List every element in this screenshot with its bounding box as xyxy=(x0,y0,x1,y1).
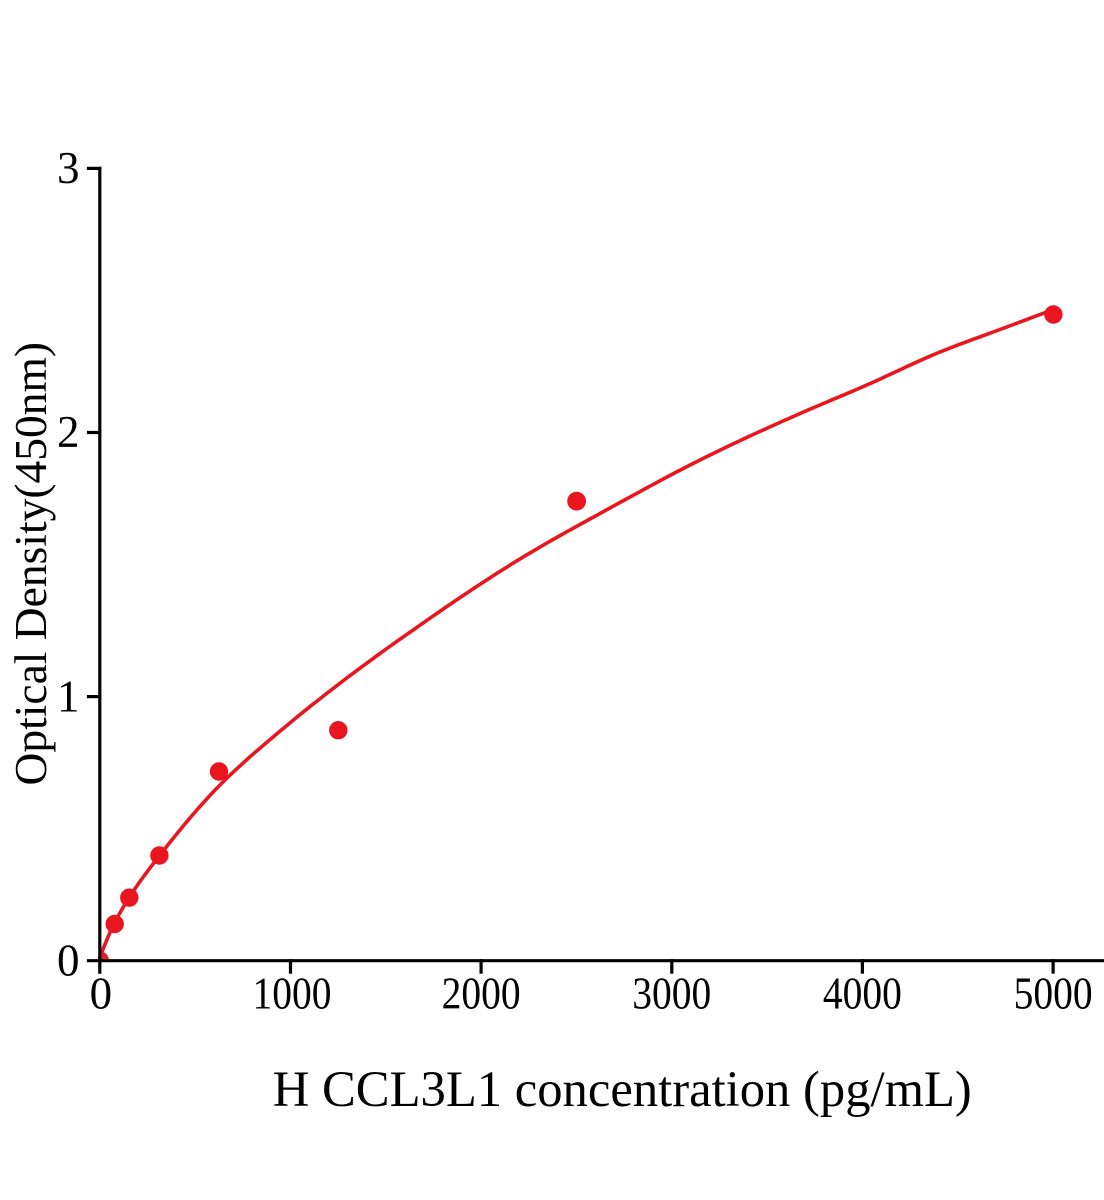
svg-text:5000: 5000 xyxy=(1014,969,1093,1019)
svg-text:3000: 3000 xyxy=(632,969,711,1019)
svg-text:1: 1 xyxy=(57,671,80,721)
svg-text:4000: 4000 xyxy=(823,969,902,1019)
svg-text:Optical Density(450nm): Optical Density(450nm) xyxy=(5,342,56,786)
svg-text:H CCL3L1 concentration (pg/mL): H CCL3L1 concentration (pg/mL) xyxy=(273,1062,972,1118)
svg-text:3: 3 xyxy=(57,143,80,193)
svg-text:0: 0 xyxy=(57,935,80,985)
svg-text:2000: 2000 xyxy=(442,969,521,1019)
svg-text:1000: 1000 xyxy=(253,969,332,1019)
svg-text:0: 0 xyxy=(90,969,113,1019)
svg-text:2: 2 xyxy=(57,407,80,457)
